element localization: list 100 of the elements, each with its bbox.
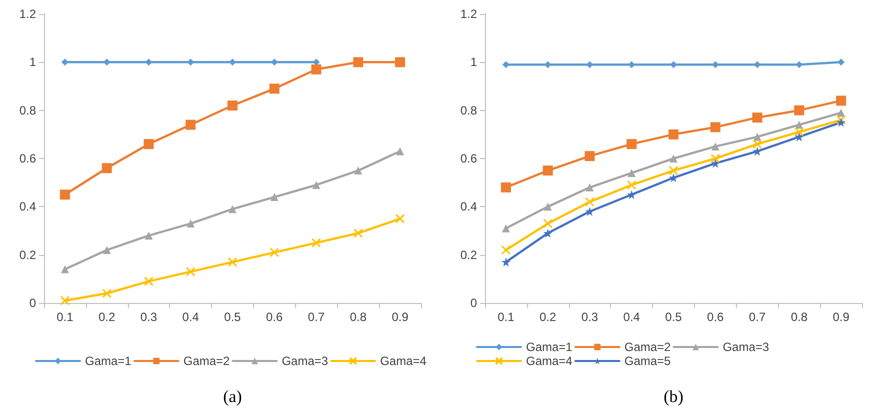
y-tick-label: 0 xyxy=(470,296,478,310)
point xyxy=(584,197,594,207)
x-tick-label: 0.1 xyxy=(56,310,74,324)
point xyxy=(795,120,804,129)
x-tick-label: 0.8 xyxy=(790,310,808,324)
point xyxy=(838,58,845,66)
point xyxy=(144,276,154,286)
point xyxy=(711,142,720,150)
x-tick-label: 0.5 xyxy=(224,310,242,324)
y-tick-label: 0.8 xyxy=(19,103,36,118)
point xyxy=(270,58,278,66)
x-tick-label: 0.2 xyxy=(539,310,556,324)
point xyxy=(710,154,720,164)
point xyxy=(186,120,196,130)
y-tick-label: 1 xyxy=(470,55,478,70)
point xyxy=(710,122,720,132)
point xyxy=(794,132,804,142)
point xyxy=(543,218,553,228)
point xyxy=(353,228,363,238)
point xyxy=(584,151,595,162)
point xyxy=(712,61,719,68)
point xyxy=(752,112,762,123)
x-tick-label: 0.5 xyxy=(665,310,682,324)
legend-label: Gama=5 xyxy=(624,354,672,368)
legend-label: Gama=1 xyxy=(526,340,573,354)
point xyxy=(396,147,404,156)
point xyxy=(754,61,761,68)
point xyxy=(626,180,636,190)
point xyxy=(102,288,112,298)
point xyxy=(60,265,69,274)
point xyxy=(628,168,636,177)
point xyxy=(669,173,678,182)
legend-label: Gama=2 xyxy=(624,340,672,354)
x-tick-label: 0.1 xyxy=(498,310,515,324)
point xyxy=(229,58,236,66)
x-tick-label: 0.7 xyxy=(748,310,766,324)
point xyxy=(502,224,510,232)
x-tick-label: 0.4 xyxy=(623,310,640,324)
x-tick-label: 0.2 xyxy=(98,310,116,324)
point xyxy=(270,193,278,202)
point xyxy=(60,296,70,306)
point xyxy=(102,246,111,254)
point xyxy=(752,146,762,156)
point xyxy=(395,214,405,224)
point xyxy=(794,105,804,116)
point xyxy=(670,154,678,162)
legend-label: Gama=1 xyxy=(85,354,132,368)
point xyxy=(628,61,636,68)
legend-label: Gama=2 xyxy=(183,354,230,368)
point xyxy=(103,58,110,66)
y-tick-label: 1.2 xyxy=(19,7,36,21)
point xyxy=(586,61,594,68)
point xyxy=(102,163,112,174)
point xyxy=(586,183,594,192)
x-tick-label: 0.9 xyxy=(832,310,850,324)
point xyxy=(312,180,320,189)
point xyxy=(794,127,804,137)
y-tick-label: 1.2 xyxy=(460,7,478,21)
point xyxy=(270,248,280,258)
legend-label: Gama=4 xyxy=(380,354,427,368)
point xyxy=(544,61,552,68)
x-tick-label: 0.8 xyxy=(350,310,367,324)
point xyxy=(670,61,677,68)
point xyxy=(187,58,194,66)
point xyxy=(502,61,510,68)
point xyxy=(626,139,637,150)
point xyxy=(269,84,280,94)
point xyxy=(836,118,846,127)
point xyxy=(144,139,154,150)
y-tick-label: 0.2 xyxy=(460,248,478,262)
point xyxy=(542,166,553,176)
x-tick-label: 0.3 xyxy=(581,310,598,324)
point xyxy=(796,61,803,68)
point xyxy=(836,115,846,125)
point xyxy=(60,190,70,200)
point xyxy=(228,257,238,267)
x-tick-label: 0.6 xyxy=(707,310,724,324)
point xyxy=(710,158,720,168)
point xyxy=(228,205,236,214)
point xyxy=(354,166,362,175)
point xyxy=(585,206,594,216)
x-tick-label: 0.6 xyxy=(266,310,284,324)
y-tick-label: 0.4 xyxy=(460,200,478,214)
point xyxy=(544,202,552,211)
point xyxy=(753,132,762,141)
x-tick-label: 0.7 xyxy=(308,310,325,324)
point xyxy=(186,266,196,276)
x-axis-title: (b) xyxy=(664,387,684,406)
y-tick-label: 0.6 xyxy=(460,152,478,166)
y-tick-label: 0 xyxy=(29,296,36,310)
point xyxy=(836,96,846,106)
y-tick-label: 1 xyxy=(29,55,36,70)
point xyxy=(61,58,68,66)
x-tick-label: 0.9 xyxy=(392,310,409,324)
point xyxy=(501,245,511,255)
point xyxy=(353,57,364,68)
y-tick-label: 0.2 xyxy=(19,248,36,262)
point xyxy=(312,238,322,248)
point xyxy=(228,100,238,111)
y-tick-label: 0.8 xyxy=(460,103,478,118)
